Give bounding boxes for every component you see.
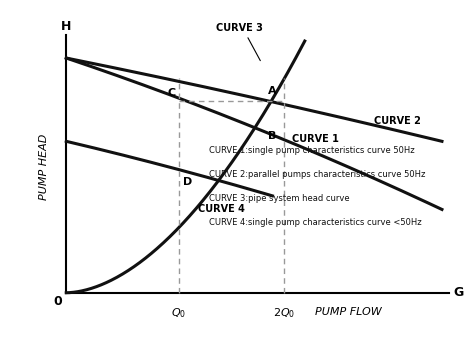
Text: PUMP HEAD: PUMP HEAD bbox=[39, 133, 49, 200]
Text: $2Q_0$: $2Q_0$ bbox=[273, 307, 295, 320]
Text: A: A bbox=[268, 86, 276, 96]
Text: CURVE 2: CURVE 2 bbox=[374, 116, 421, 126]
Text: $Q_0$: $Q_0$ bbox=[171, 307, 187, 320]
Text: CURVE 1: CURVE 1 bbox=[292, 134, 339, 144]
Text: CURVE 4: CURVE 4 bbox=[198, 204, 245, 214]
Text: B: B bbox=[268, 131, 276, 141]
Text: C: C bbox=[167, 88, 175, 99]
Text: CURVE 3:pipe system head curve: CURVE 3:pipe system head curve bbox=[209, 194, 350, 203]
Text: CURVE 4:single pump characteristics curve <50Hz: CURVE 4:single pump characteristics curv… bbox=[209, 218, 422, 227]
Text: PUMP FLOW: PUMP FLOW bbox=[314, 307, 381, 316]
Text: CURVE 2:parallel pumps characteristics curve 50Hz: CURVE 2:parallel pumps characteristics c… bbox=[209, 170, 426, 179]
Text: H: H bbox=[61, 20, 71, 33]
Text: D: D bbox=[183, 177, 192, 187]
Text: G: G bbox=[453, 286, 464, 299]
Text: CURVE 3: CURVE 3 bbox=[216, 23, 263, 33]
Text: 0: 0 bbox=[54, 295, 63, 308]
Text: CURVE 1:single pump characteristics curve 50Hz: CURVE 1:single pump characteristics curv… bbox=[209, 146, 415, 155]
